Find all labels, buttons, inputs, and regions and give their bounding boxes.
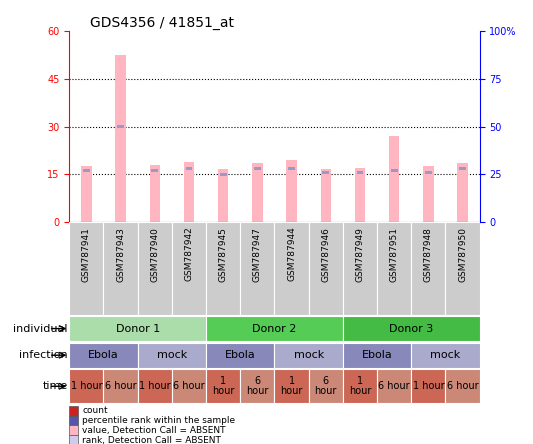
Bar xyxy=(206,343,274,368)
Bar xyxy=(185,167,192,170)
Bar xyxy=(274,369,309,403)
Bar xyxy=(69,222,103,315)
Bar xyxy=(240,369,274,403)
Bar xyxy=(411,343,480,368)
Text: 1
hour: 1 hour xyxy=(212,376,235,396)
Bar xyxy=(274,222,309,315)
Bar xyxy=(446,222,480,315)
Bar xyxy=(150,165,160,222)
Bar xyxy=(309,222,343,315)
Text: Ebola: Ebola xyxy=(225,350,256,360)
Bar xyxy=(83,169,90,172)
Text: Donor 3: Donor 3 xyxy=(389,324,433,333)
Text: GSM787940: GSM787940 xyxy=(150,227,159,281)
Bar xyxy=(69,343,138,368)
Text: GSM787947: GSM787947 xyxy=(253,227,262,281)
Bar xyxy=(206,316,343,341)
Bar xyxy=(240,222,274,315)
Bar xyxy=(206,222,240,315)
Text: GSM787942: GSM787942 xyxy=(184,227,193,281)
Bar xyxy=(343,222,377,315)
Text: value, Detection Call = ABSENT: value, Detection Call = ABSENT xyxy=(82,426,225,435)
Text: rank, Detection Call = ABSENT: rank, Detection Call = ABSENT xyxy=(82,436,221,444)
Bar xyxy=(218,170,228,222)
Bar xyxy=(343,369,377,403)
Bar xyxy=(69,369,103,403)
Bar xyxy=(103,222,138,315)
Bar xyxy=(389,136,399,222)
Text: GSM787944: GSM787944 xyxy=(287,227,296,281)
Text: percentile rank within the sample: percentile rank within the sample xyxy=(82,416,235,425)
Bar xyxy=(69,316,206,341)
Text: infection: infection xyxy=(19,350,68,360)
Bar xyxy=(425,171,432,174)
Text: count: count xyxy=(82,406,108,415)
Bar xyxy=(138,222,172,315)
Bar xyxy=(309,369,343,403)
Bar xyxy=(446,369,480,403)
Bar xyxy=(322,171,329,174)
Bar xyxy=(184,162,194,222)
Bar xyxy=(138,369,172,403)
Text: 6 hour: 6 hour xyxy=(105,381,136,391)
Text: 1
hour: 1 hour xyxy=(349,376,371,396)
Text: GSM787941: GSM787941 xyxy=(82,227,91,281)
Text: Donor 2: Donor 2 xyxy=(252,324,297,333)
Bar xyxy=(220,173,227,175)
Text: 6 hour: 6 hour xyxy=(378,381,410,391)
Bar xyxy=(411,222,446,315)
Text: individual: individual xyxy=(13,324,68,333)
Bar xyxy=(321,170,331,222)
Text: mock: mock xyxy=(294,350,324,360)
Text: GDS4356 / 41851_at: GDS4356 / 41851_at xyxy=(90,16,234,30)
Bar xyxy=(172,369,206,403)
Bar xyxy=(343,316,480,341)
Bar xyxy=(286,160,297,222)
Bar xyxy=(377,369,411,403)
Bar xyxy=(274,343,343,368)
Text: 6
hour: 6 hour xyxy=(314,376,337,396)
Text: mock: mock xyxy=(157,350,187,360)
Text: 6
hour: 6 hour xyxy=(246,376,269,396)
Bar xyxy=(254,167,261,170)
Text: mock: mock xyxy=(430,350,461,360)
Text: Donor 1: Donor 1 xyxy=(116,324,160,333)
Text: 6 hour: 6 hour xyxy=(447,381,479,391)
Bar xyxy=(391,169,398,172)
Bar xyxy=(357,171,364,174)
Text: 1 hour: 1 hour xyxy=(413,381,444,391)
Bar xyxy=(343,343,411,368)
Bar xyxy=(459,167,466,170)
Bar xyxy=(457,163,468,222)
Bar xyxy=(252,163,263,222)
Bar xyxy=(138,343,206,368)
Bar xyxy=(288,167,295,170)
Bar xyxy=(206,369,240,403)
Text: 1 hour: 1 hour xyxy=(139,381,171,391)
Text: Ebola: Ebola xyxy=(362,350,392,360)
Bar xyxy=(411,369,446,403)
Bar xyxy=(103,369,138,403)
Text: 1
hour: 1 hour xyxy=(280,376,303,396)
Text: GSM787943: GSM787943 xyxy=(116,227,125,281)
Text: time: time xyxy=(42,381,68,391)
Text: GSM787950: GSM787950 xyxy=(458,227,467,281)
Bar xyxy=(81,166,92,222)
Text: GSM787949: GSM787949 xyxy=(356,227,365,281)
Text: GSM787948: GSM787948 xyxy=(424,227,433,281)
Text: GSM787946: GSM787946 xyxy=(321,227,330,281)
Bar xyxy=(151,169,158,172)
Text: Ebola: Ebola xyxy=(88,350,119,360)
Text: GSM787951: GSM787951 xyxy=(390,227,399,281)
Bar xyxy=(116,55,126,222)
Bar xyxy=(355,168,365,222)
Text: 1 hour: 1 hour xyxy=(70,381,102,391)
Bar xyxy=(172,222,206,315)
Text: 6 hour: 6 hour xyxy=(173,381,205,391)
Bar xyxy=(117,125,124,128)
Bar xyxy=(423,166,433,222)
Text: GSM787945: GSM787945 xyxy=(219,227,228,281)
Bar xyxy=(377,222,411,315)
